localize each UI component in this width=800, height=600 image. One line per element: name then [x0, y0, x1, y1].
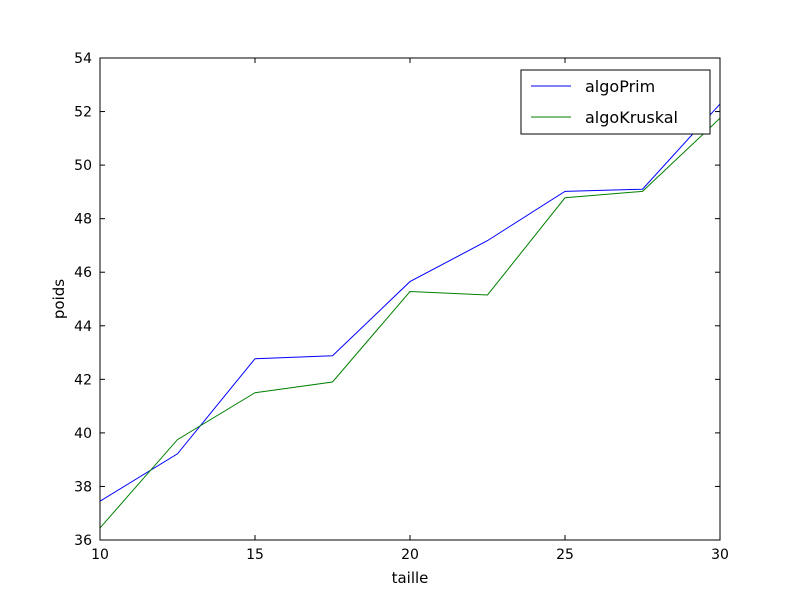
x-tick-label: 25	[556, 547, 574, 563]
x-axis-label: taille	[392, 569, 429, 587]
y-axis-label: poids	[50, 279, 68, 319]
legend-box	[520, 69, 711, 135]
y-tick-label: 36	[74, 533, 92, 549]
ticks-layer: 10 15 20 25 30 36 38 40 42 44 46 48 50 52 54	[74, 51, 729, 563]
x-tick-label: 20	[401, 547, 419, 563]
series-line-algoPrim	[100, 103, 720, 502]
plot-area	[100, 58, 720, 540]
x-tick-label: 10	[91, 547, 109, 563]
y-tick-label: 40	[74, 426, 92, 442]
series-line-algoKruskal	[100, 117, 720, 529]
legend-label-algoKruskal: algoKruskal	[585, 108, 678, 127]
x-tick-label: 30	[711, 547, 729, 563]
y-tick-label: 48	[74, 212, 92, 228]
y-tick-label: 54	[74, 51, 92, 67]
series-layer	[100, 103, 720, 529]
y-tick-label: 46	[74, 265, 92, 281]
x-tick-label: 15	[246, 547, 264, 563]
y-tick-label: 52	[74, 105, 92, 121]
y-tick-label: 38	[74, 479, 92, 495]
legend: algoPrim algoKruskal	[520, 69, 711, 135]
y-tick-label: 42	[74, 372, 92, 388]
y-tick-label: 44	[74, 319, 92, 335]
legend-label-algoPrim: algoPrim	[585, 77, 655, 96]
y-tick-label: 50	[74, 158, 92, 174]
